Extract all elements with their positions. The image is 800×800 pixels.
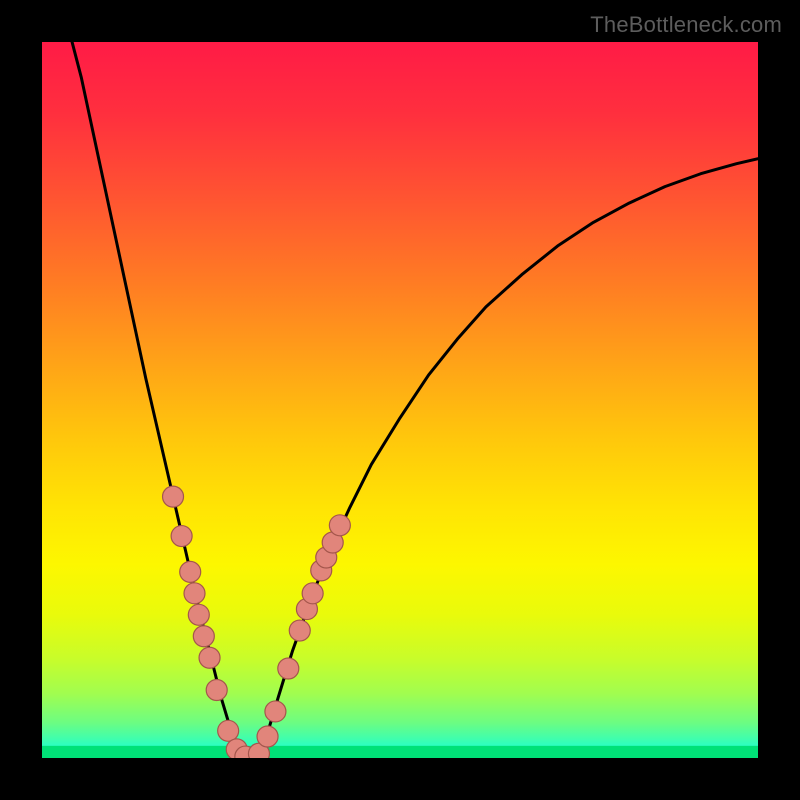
marker-dot [265, 701, 286, 722]
marker-dot [199, 647, 220, 668]
marker-dot [278, 658, 299, 679]
marker-dot [257, 726, 278, 747]
green-floor-strip [42, 746, 758, 758]
chart-container [42, 42, 758, 758]
marker-dot [302, 583, 323, 604]
marker-dot [171, 526, 192, 547]
marker-dot [188, 604, 209, 625]
marker-dot [193, 626, 214, 647]
bottleneck-chart [42, 42, 758, 758]
marker-dot [163, 486, 184, 507]
watermark-text: TheBottleneck.com [590, 12, 782, 38]
marker-dot [184, 583, 205, 604]
marker-dot [329, 515, 350, 536]
marker-dot [180, 561, 201, 582]
marker-dot [289, 620, 310, 641]
marker-dot [218, 720, 239, 741]
marker-dot [206, 679, 227, 700]
